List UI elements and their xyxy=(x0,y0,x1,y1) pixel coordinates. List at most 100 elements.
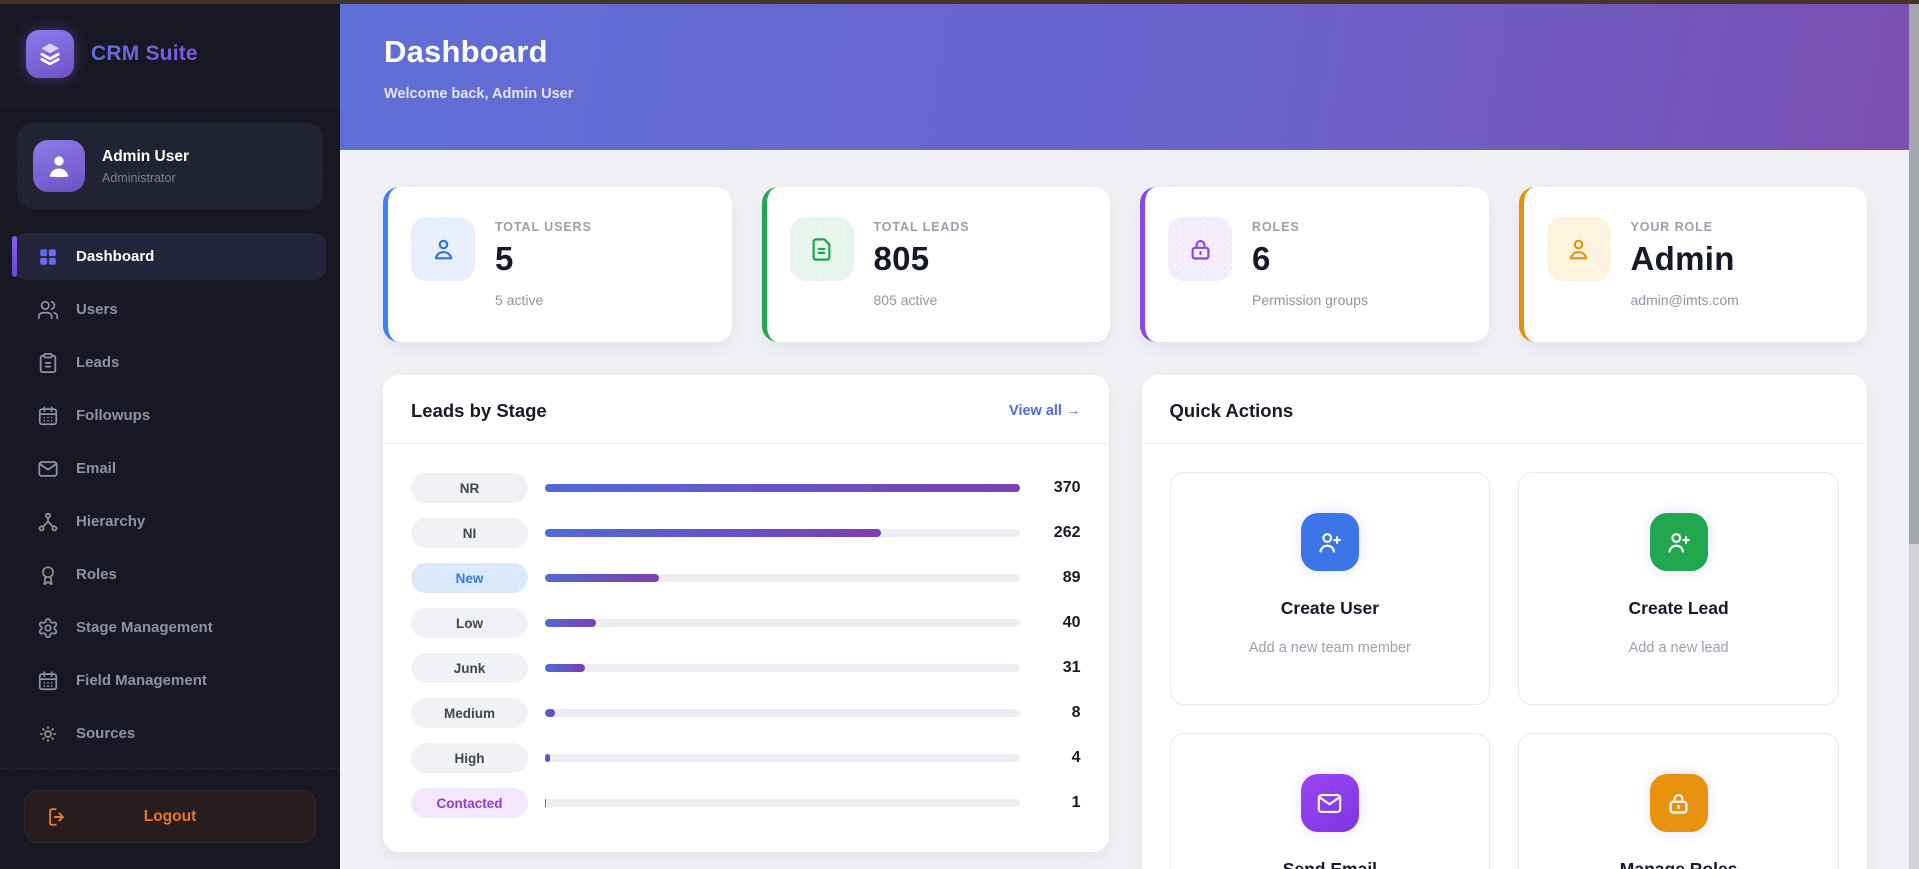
sun-icon xyxy=(37,723,59,745)
hierarchy-icon xyxy=(37,511,59,533)
stage-value: 31 xyxy=(1062,659,1081,676)
view-all-link[interactable]: View all → xyxy=(1009,403,1081,419)
vertical-scrollbar xyxy=(1909,4,1919,869)
stat-subtitle: 5 active xyxy=(495,292,544,308)
top-border-line xyxy=(0,0,1919,4)
stage-bar-row: NR 370 xyxy=(411,473,1081,503)
scrollbar-thumb[interactable] xyxy=(1909,4,1919,544)
user-name: Admin User xyxy=(102,147,189,165)
quick-actions-title: Quick Actions xyxy=(1169,400,1294,421)
stat-subtitle: admin@imts.com xyxy=(1630,292,1739,308)
bar-track xyxy=(545,619,1020,627)
stat-value: 6 xyxy=(1252,240,1271,277)
file-icon xyxy=(789,217,854,281)
stage-bars: NR 370 NI xyxy=(383,444,1109,852)
sidebar-nav-item[interactable]: Followups xyxy=(14,392,326,439)
leads-panel-header: Leads by Stage View all → xyxy=(383,375,1109,444)
logout-button[interactable]: Logout xyxy=(24,790,316,843)
stat-card: TOTAL LEADS 805 805 active xyxy=(761,187,1110,342)
sidebar-divider xyxy=(0,105,340,106)
mail-icon xyxy=(1300,774,1359,832)
lock-icon xyxy=(1649,774,1708,832)
bar-fill xyxy=(545,799,547,807)
stat-meta: TOTAL LEADS 805 xyxy=(874,220,1087,278)
sidebar-item-label: Users xyxy=(76,301,118,318)
quick-action-card[interactable]: Send Email Broadcast to leads xyxy=(1169,733,1491,869)
leads-by-stage-panel: Leads by Stage View all → NR 370 xyxy=(383,375,1109,852)
sidebar-item-label: Field Management xyxy=(76,672,207,689)
user-icon xyxy=(1546,217,1611,281)
page-header: Dashboard Welcome back, Admin User xyxy=(340,4,1909,150)
stage-label-pill: NI xyxy=(411,518,528,548)
users-icon xyxy=(37,299,59,321)
stage-label-pill: Medium xyxy=(411,698,528,728)
bar-fill xyxy=(545,574,660,582)
stage-value: 89 xyxy=(1062,569,1081,586)
logout-label: Logout xyxy=(143,807,197,825)
bar-fill xyxy=(545,664,585,672)
stat-subtitle: 805 active xyxy=(873,292,938,308)
page-subtitle: Welcome back, Admin User xyxy=(384,86,574,102)
bar-fill xyxy=(545,619,597,627)
sidebar: CRM Suite Admin User Administrator Dashb… xyxy=(0,4,340,869)
bar-fill xyxy=(545,754,551,762)
quick-action-card[interactable]: Create User Add a new team member xyxy=(1169,472,1491,705)
medal-icon xyxy=(37,564,59,586)
stage-label-pill: New xyxy=(411,563,528,593)
calendar-grid-icon xyxy=(37,670,59,692)
sidebar-nav-item[interactable]: Roles xyxy=(14,551,326,598)
user-avatar-icon xyxy=(33,140,85,192)
stage-bar-row: High 4 xyxy=(411,743,1081,773)
sidebar-nav-item[interactable]: Stage Management xyxy=(14,604,326,651)
stage-label-pill: Contacted xyxy=(411,788,528,818)
panels-row: Leads by Stage View all → NR 370 xyxy=(383,375,1867,869)
bar-track xyxy=(545,799,1020,807)
stat-label: ROLES xyxy=(1252,220,1300,234)
calendar-icon xyxy=(37,405,59,427)
layers-icon xyxy=(26,30,74,78)
sidebar-nav-item[interactable]: Hierarchy xyxy=(14,498,326,545)
stat-value: Admin xyxy=(1630,240,1735,277)
gear-icon xyxy=(37,617,59,639)
sidebar-nav-item[interactable]: Leads xyxy=(14,339,326,386)
sidebar-nav-item[interactable]: Sources xyxy=(14,710,326,757)
logout-section: Logout xyxy=(0,768,340,869)
quick-action-subtitle: Add a new team member xyxy=(1248,640,1411,656)
user-plus-icon xyxy=(1300,513,1359,571)
sidebar-nav-item[interactable]: Dashboard xyxy=(12,233,326,280)
quick-actions-panel: Quick Actions Create User Add a new team… xyxy=(1141,375,1868,869)
dashboard-content: TOTAL USERS 5 5 active TOTAL LEADS 805 8… xyxy=(340,150,1909,869)
sidebar-item-label: Roles xyxy=(76,566,117,583)
sidebar-item-label: Stage Management xyxy=(76,619,213,636)
stat-subtitle: Permission groups xyxy=(1252,292,1368,308)
bar-track xyxy=(545,709,1020,717)
quick-action-card[interactable]: Manage Roles Configure permissions xyxy=(1518,733,1839,869)
bar-track xyxy=(545,754,1020,762)
stage-bar-row: Junk 31 xyxy=(411,653,1081,683)
bar-track xyxy=(545,664,1020,672)
quick-actions-grid: Create User Add a new team member Create… xyxy=(1142,444,1868,869)
sidebar-nav-item[interactable]: Email xyxy=(14,445,326,492)
stage-label-pill: High xyxy=(411,743,528,773)
dashboard-grid-icon xyxy=(37,246,59,268)
main-content: Dashboard Welcome back, Admin User TOTAL… xyxy=(340,4,1909,869)
sidebar-item-label: Leads xyxy=(76,354,120,371)
sidebar-nav-item[interactable]: Users xyxy=(14,286,326,333)
sidebar-nav-item[interactable]: Field Management xyxy=(14,657,326,704)
bar-track xyxy=(545,574,1020,582)
stage-value: 4 xyxy=(1071,749,1081,766)
stage-label-pill: NR xyxy=(411,473,528,503)
user-profile-card: Admin User Administrator xyxy=(17,123,323,209)
stage-label-pill: Junk xyxy=(411,653,528,683)
bar-fill xyxy=(545,709,556,717)
logout-icon xyxy=(46,806,68,828)
sidebar-item-label: Sources xyxy=(76,725,136,742)
stat-label: YOUR ROLE xyxy=(1630,220,1713,234)
user-plus-icon xyxy=(1649,513,1708,571)
clipboard-icon xyxy=(37,352,59,374)
stats-row: TOTAL USERS 5 5 active TOTAL LEADS 805 8… xyxy=(383,187,1867,342)
stage-value: 40 xyxy=(1062,614,1081,631)
stat-label: TOTAL USERS xyxy=(495,220,592,234)
lock-icon xyxy=(1168,217,1232,281)
quick-action-card[interactable]: Create Lead Add a new lead xyxy=(1518,472,1839,705)
